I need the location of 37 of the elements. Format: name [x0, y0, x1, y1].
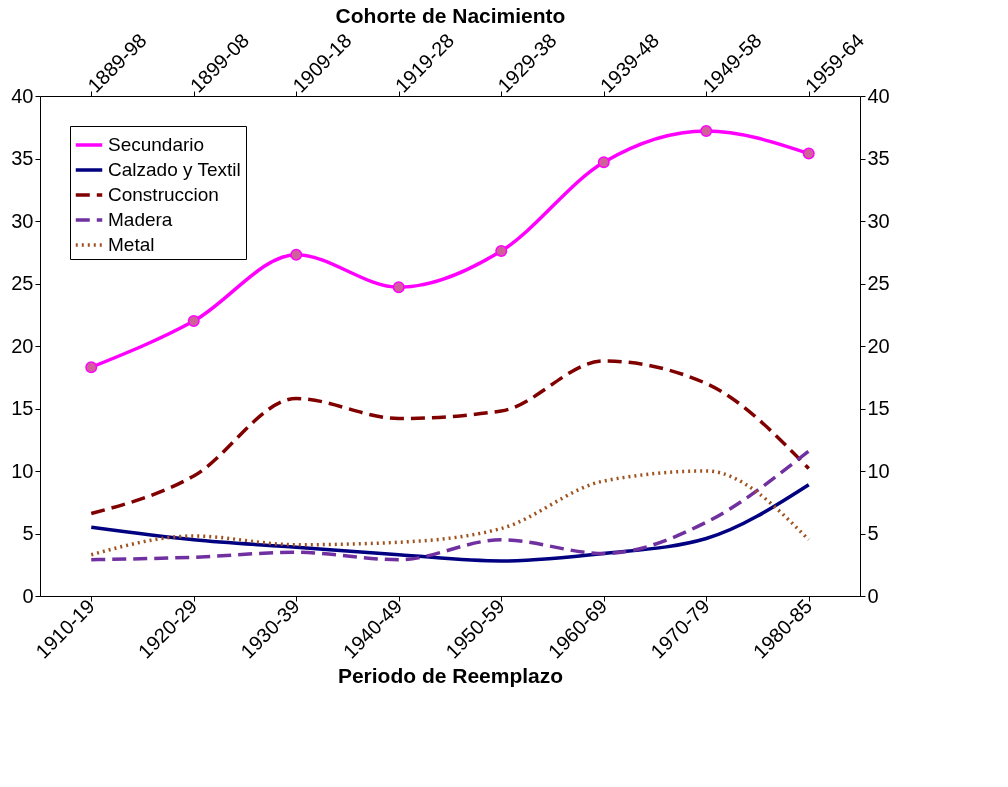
legend-label: Secundario	[108, 134, 205, 155]
legend-label: Madera	[108, 209, 173, 230]
line-series	[89, 449, 811, 562]
y2-tick-label: 0	[867, 584, 879, 607]
legend-label: Metal	[108, 234, 155, 255]
y2-tick-label: 5	[867, 522, 879, 544]
y-tick-label: 15	[11, 397, 34, 419]
y-tick-label: 25	[11, 272, 34, 294]
y-tick-label: 10	[11, 459, 34, 482]
y2-tick-label: 25	[867, 272, 890, 294]
x-axis-title: Periodo de Reemplazo	[337, 664, 564, 688]
point	[392, 281, 405, 294]
point	[597, 156, 610, 169]
y2-tick-label: 10	[867, 459, 890, 482]
y-tick-label: 40	[11, 84, 34, 107]
y-tick-label: 0	[22, 584, 34, 607]
point	[495, 245, 508, 257]
y-tick-label: 20	[11, 334, 34, 357]
y-tick-label: 35	[11, 147, 34, 169]
y2-tick-label: 40	[867, 84, 890, 107]
legend-label: Calzado y Textil	[108, 159, 241, 180]
y-tick-label: 30	[11, 209, 34, 232]
x2-axis-title: Cohorte de Nacimiento	[335, 3, 566, 27]
line-series	[89, 469, 811, 557]
point	[187, 315, 200, 327]
point	[85, 361, 98, 374]
point	[802, 147, 815, 160]
point	[290, 248, 303, 261]
legend-label: Construccion	[108, 184, 219, 205]
y2-tick-label: 15	[867, 397, 890, 419]
line-series	[89, 359, 811, 516]
point	[700, 125, 713, 137]
y-tick-label: 5	[22, 522, 34, 544]
line-series	[89, 483, 811, 563]
y2-tick-label: 35	[867, 147, 890, 169]
y2-tick-label: 20	[867, 334, 890, 357]
y2-tick-label: 30	[867, 209, 890, 232]
